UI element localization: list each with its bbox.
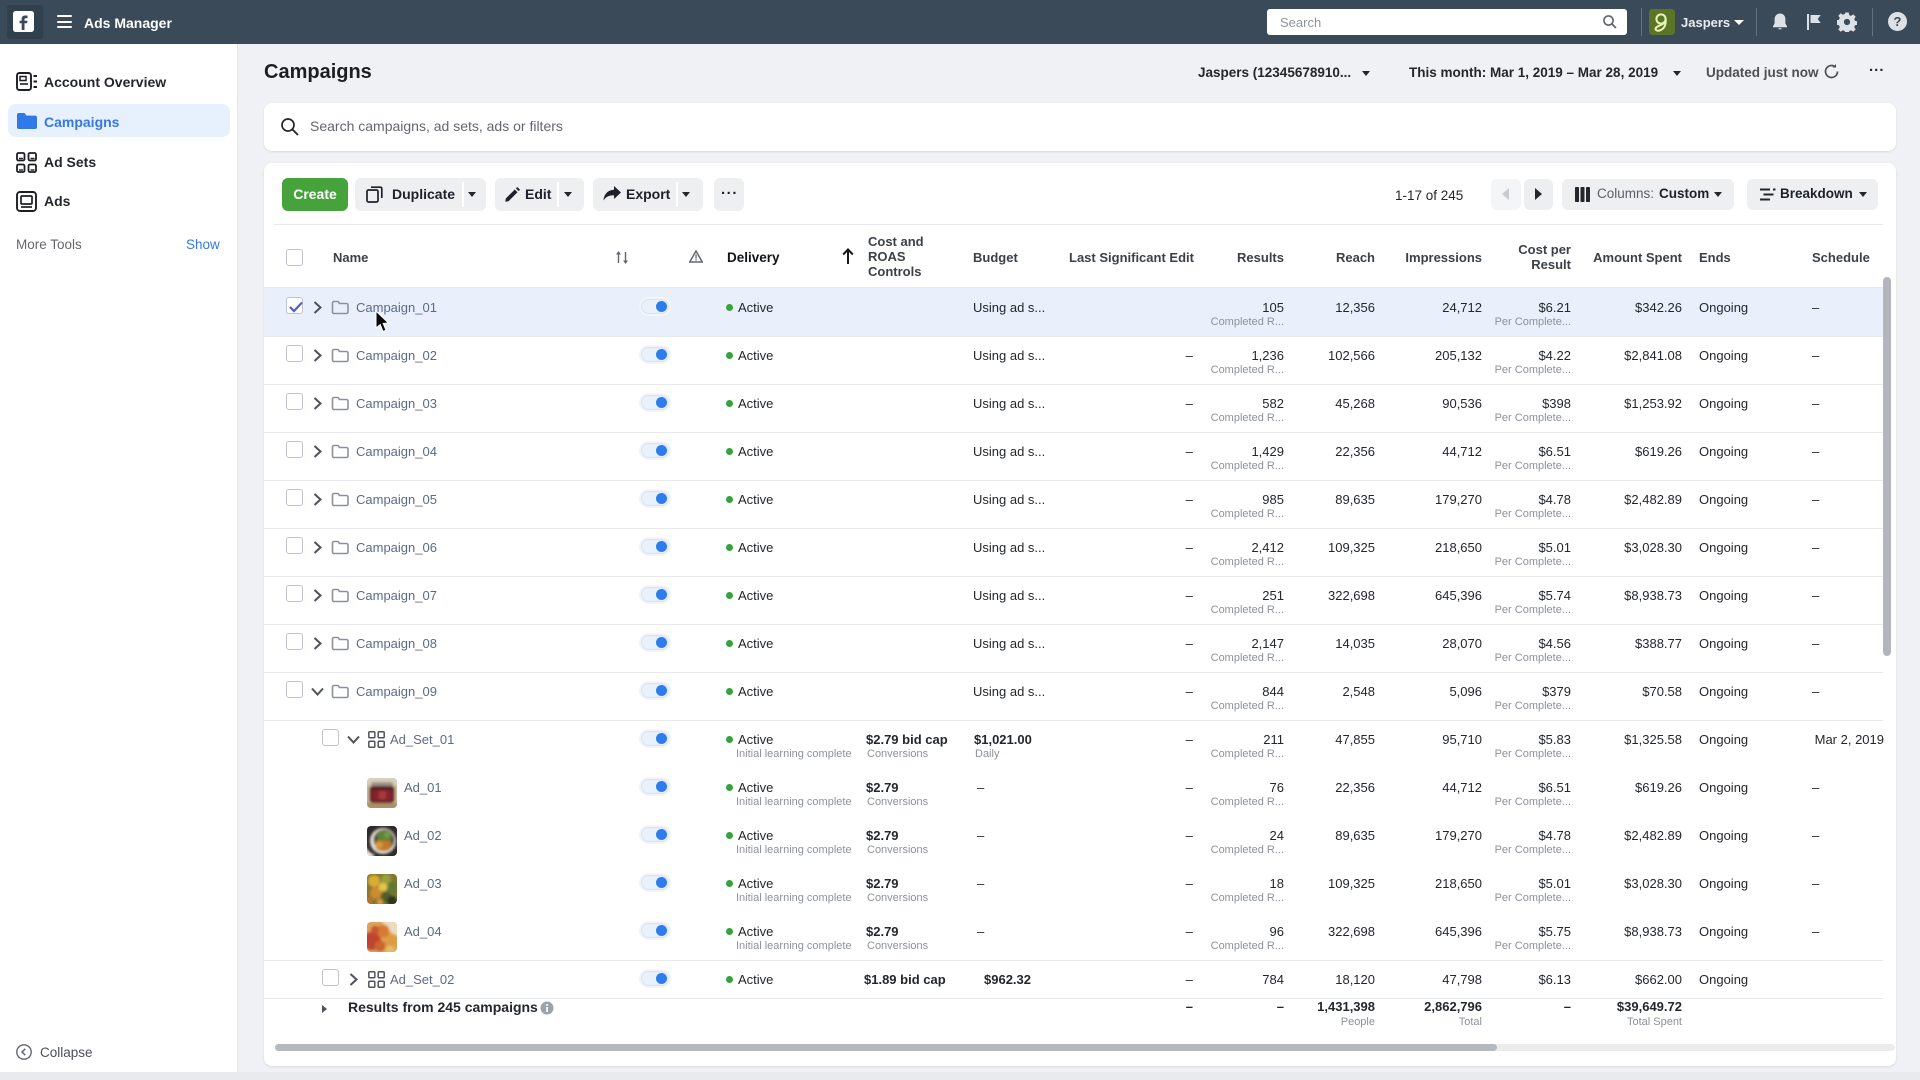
- svg-text:?: ?: [1894, 14, 1902, 29]
